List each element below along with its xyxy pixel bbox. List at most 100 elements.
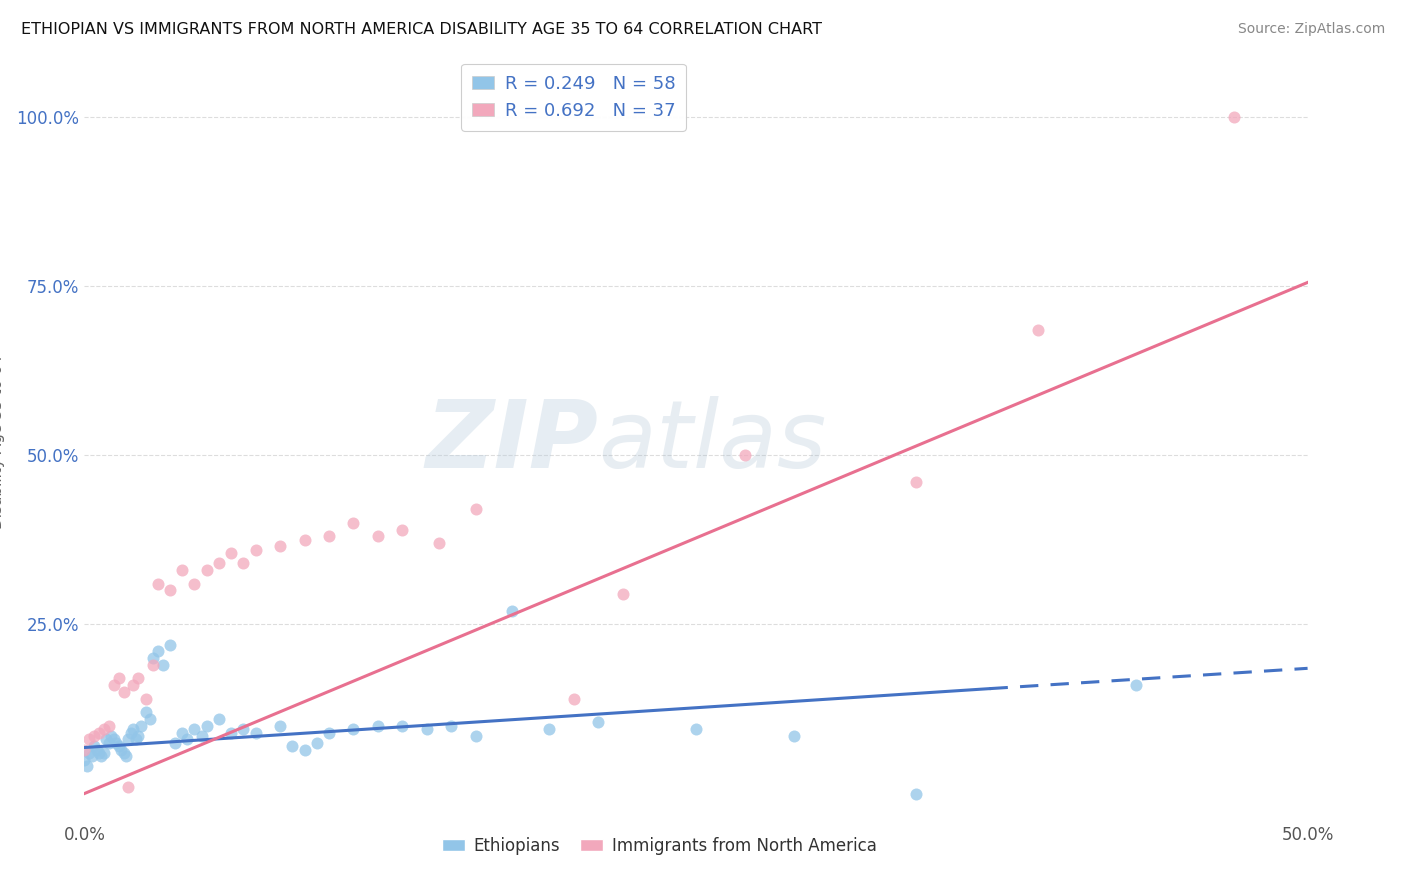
Point	[122, 678, 145, 692]
Point	[172, 563, 194, 577]
Text: atlas: atlas	[598, 396, 827, 487]
Point	[245, 542, 267, 557]
Point	[103, 732, 125, 747]
Point	[100, 729, 122, 743]
Point	[427, 536, 450, 550]
Point	[464, 729, 486, 743]
Point	[112, 746, 135, 760]
Point	[1125, 678, 1147, 692]
Point	[152, 657, 174, 672]
Point	[586, 715, 609, 730]
Point	[464, 502, 486, 516]
Legend: Ethiopians, Immigrants from North America: Ethiopians, Immigrants from North Americ…	[436, 830, 883, 862]
Point	[110, 742, 132, 756]
Point	[159, 583, 181, 598]
Point	[80, 749, 103, 764]
Point	[232, 723, 254, 737]
Point	[612, 587, 634, 601]
Point	[318, 529, 340, 543]
Point	[502, 604, 524, 618]
Point	[86, 742, 108, 756]
Point	[127, 672, 149, 686]
Point	[122, 723, 145, 737]
Point	[120, 725, 142, 739]
Point	[97, 736, 120, 750]
Point	[117, 780, 139, 794]
Point	[139, 712, 162, 726]
Point	[135, 706, 157, 720]
Point	[685, 723, 707, 737]
Point	[367, 529, 389, 543]
Point	[305, 736, 328, 750]
Point	[1223, 110, 1246, 124]
Text: ETHIOPIAN VS IMMIGRANTS FROM NORTH AMERICA DISABILITY AGE 35 TO 64 CORRELATION C: ETHIOPIAN VS IMMIGRANTS FROM NORTH AMERI…	[21, 22, 823, 37]
Point	[367, 719, 389, 733]
Point	[440, 719, 463, 733]
Point	[416, 723, 439, 737]
Point	[103, 678, 125, 692]
Point	[93, 746, 115, 760]
Point	[83, 739, 105, 754]
Point	[77, 746, 100, 760]
Point	[87, 746, 110, 760]
Point	[107, 739, 129, 754]
Point	[1028, 323, 1050, 337]
Point	[83, 729, 105, 743]
Point	[342, 723, 364, 737]
Point	[245, 725, 267, 739]
Point	[183, 723, 205, 737]
Point	[294, 533, 316, 547]
Point	[191, 729, 214, 743]
Point	[905, 475, 928, 490]
Point	[117, 732, 139, 747]
Point	[163, 736, 186, 750]
Point	[77, 732, 100, 747]
Point	[391, 523, 413, 537]
Point	[129, 719, 152, 733]
Point	[219, 725, 242, 739]
Point	[783, 729, 806, 743]
Point	[219, 546, 242, 560]
Point	[87, 725, 110, 739]
Point	[90, 749, 112, 764]
Point	[281, 739, 304, 754]
Point	[125, 732, 148, 747]
Point	[172, 725, 194, 739]
Point	[73, 742, 96, 756]
Point	[96, 732, 118, 747]
Point	[76, 759, 98, 773]
Point	[538, 723, 561, 737]
Point	[342, 516, 364, 530]
Text: Source: ZipAtlas.com: Source: ZipAtlas.com	[1237, 22, 1385, 37]
Point	[208, 557, 231, 571]
Point	[905, 787, 928, 801]
Y-axis label: Disability Age 35 to 64: Disability Age 35 to 64	[0, 354, 6, 529]
Point	[176, 732, 198, 747]
Point	[562, 691, 585, 706]
Point	[105, 736, 128, 750]
Point	[93, 723, 115, 737]
Text: ZIP: ZIP	[425, 395, 598, 488]
Point	[318, 725, 340, 739]
Point	[269, 719, 291, 733]
Point	[142, 651, 165, 665]
Point	[146, 644, 169, 658]
Point	[135, 691, 157, 706]
Point	[127, 729, 149, 743]
Point	[232, 557, 254, 571]
Point	[269, 540, 291, 554]
Point	[107, 672, 129, 686]
Point	[183, 576, 205, 591]
Point	[142, 657, 165, 672]
Point	[391, 719, 413, 733]
Point	[97, 719, 120, 733]
Point	[112, 685, 135, 699]
Point	[734, 448, 756, 462]
Point	[115, 749, 138, 764]
Point	[73, 753, 96, 767]
Point	[294, 742, 316, 756]
Point	[159, 638, 181, 652]
Point	[146, 576, 169, 591]
Point	[208, 712, 231, 726]
Point	[195, 563, 218, 577]
